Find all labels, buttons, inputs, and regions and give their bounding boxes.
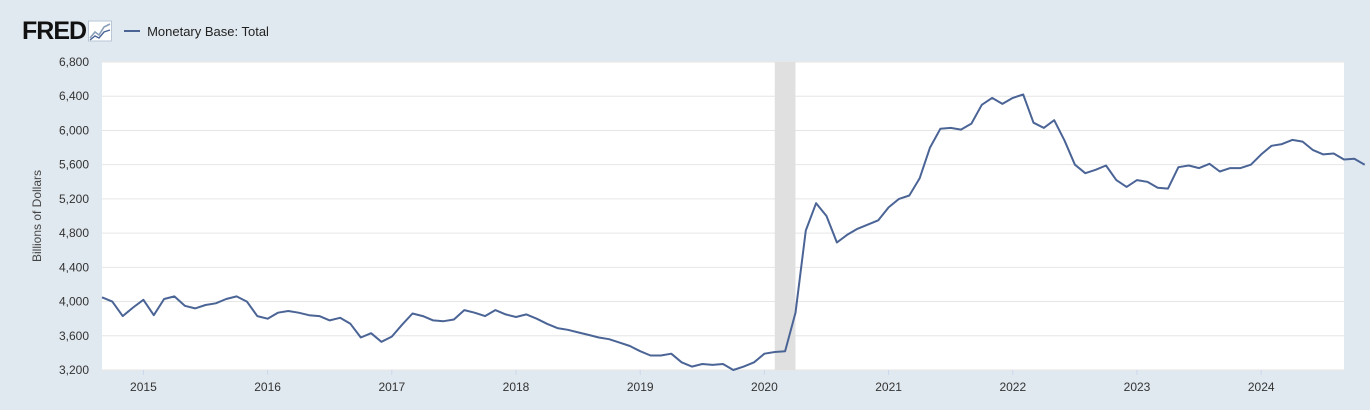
y-tick-label: 5,200	[59, 192, 89, 206]
y-tick-label: 6,400	[59, 89, 89, 103]
x-tick-label: 2022	[999, 380, 1026, 394]
x-tick-label: 2015	[130, 380, 157, 394]
y-tick-label: 4,800	[59, 226, 89, 240]
plot-area	[102, 62, 1344, 370]
x-tick-label: 2017	[378, 380, 405, 394]
x-tick-label: 2019	[627, 380, 654, 394]
y-tick-label: 4,400	[59, 260, 89, 274]
x-tick-label: 2020	[751, 380, 778, 394]
x-tick-label: 2016	[254, 380, 281, 394]
x-tick-label: 2023	[1124, 380, 1151, 394]
recession-shade	[774, 62, 796, 370]
y-axis-title: Billions of Dollars	[30, 170, 44, 262]
y-tick-label: 4,000	[59, 295, 89, 309]
legend: Monetary Base: Total	[124, 24, 269, 39]
series-line-monetary-base[interactable]	[101, 93, 1366, 371]
x-tick-label: 2018	[503, 380, 530, 394]
fred-logo-chart-icon	[88, 20, 113, 42]
chart-header: FRED Monetary Base: Total	[22, 14, 269, 48]
y-tick-label: 3,200	[59, 363, 89, 377]
fred-logo[interactable]: FRED	[22, 16, 113, 45]
y-tick-label: 6,800	[59, 55, 89, 69]
y-tick-label: 3,600	[59, 329, 89, 343]
y-tick-label: 5,600	[59, 158, 89, 172]
legend-label-monetary-base: Monetary Base: Total	[147, 23, 269, 39]
fred-logo-text: FRED	[22, 16, 87, 45]
y-tick-label: 6,000	[59, 123, 89, 137]
x-tick-label: 2024	[1248, 380, 1275, 394]
x-tick-label: 2021	[875, 380, 902, 394]
legend-swatch	[124, 30, 141, 32]
